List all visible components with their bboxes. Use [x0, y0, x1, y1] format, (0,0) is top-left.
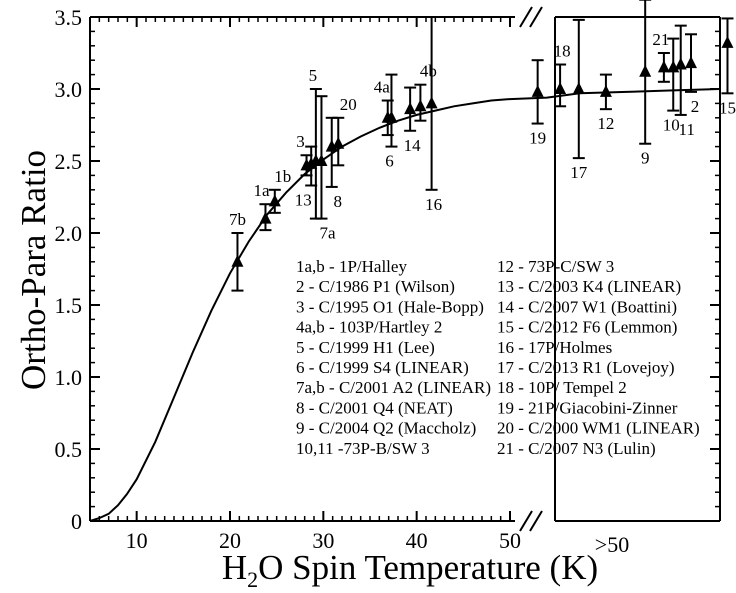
data-point-triangle	[639, 64, 652, 77]
data-point-label: 4b	[420, 62, 437, 81]
axis-break-mark	[519, 6, 533, 28]
y-tick-label: 2.0	[55, 221, 83, 246]
y-tick-label: 1.5	[55, 293, 83, 318]
data-point-triangle	[721, 35, 734, 48]
data-point-label: 8	[333, 192, 342, 211]
x-tick-label: 50	[499, 528, 521, 553]
data-point-label: 1a	[253, 181, 270, 200]
data-point-label: 21	[652, 30, 669, 49]
x-break-label: >50	[595, 532, 629, 557]
axis-break-mark	[519, 510, 533, 532]
legend-entry-right: 17 - C/2013 R1 (Lovejoy)	[497, 358, 675, 377]
data-point-triangle	[572, 82, 585, 94]
data-point-label: 10	[663, 116, 680, 135]
legend-entry-left: 8 - C/2001 Q4 (NEAT)	[296, 398, 453, 417]
axis-break-mark	[529, 6, 543, 28]
data-point-label: 17	[570, 163, 588, 182]
data-point-label: 13	[295, 190, 312, 209]
data-point-label: 3	[296, 132, 305, 151]
legend-entry-right: 12 - 73P-C/SW 3	[497, 257, 614, 276]
y-tick-label: 0	[71, 509, 82, 534]
data-point-label: 4a	[374, 78, 391, 97]
data-point-triangle	[414, 99, 427, 112]
x-tick-label: 40	[406, 528, 428, 553]
data-point-triangle	[657, 60, 670, 73]
data-point-triangle	[268, 194, 281, 207]
legend-entry-right: 20 - C/2000 WM1 (LINEAR)	[497, 419, 700, 438]
data-point-label: 1b	[274, 167, 291, 186]
data-point-triangle	[554, 82, 567, 94]
data-point-label: 19	[529, 129, 546, 148]
legend-entry-left: 4a,b - 103P/Hartley 2	[296, 318, 442, 337]
data-point-triangle	[315, 154, 328, 166]
legend-entry-right: 15 - C/2012 F6 (Lemmon)	[497, 318, 677, 337]
legend-entry-right: 18 - 10P/ Tempel 2	[497, 378, 627, 397]
y-axis-label: Ortho-Para Ratio	[14, 149, 53, 391]
y-tick-label: 2.5	[55, 149, 83, 174]
data-point-label: 11	[679, 120, 695, 139]
legend-entry-right: 13 - C/2003 K4 (LINEAR)	[497, 277, 681, 296]
x-axis-label: H2O Spin Temperature (K)	[222, 548, 598, 593]
data-point-label: 6	[385, 152, 394, 171]
legend-entry-right: 21 - C/2007 N3 (Lulin)	[497, 439, 656, 458]
data-point-label: 14	[404, 136, 422, 155]
legend-entry-left: 1a,b - 1P/Halley	[296, 257, 407, 276]
axis-break-mark	[529, 510, 543, 532]
data-point-label: 7b	[229, 210, 246, 229]
x-axis-label-sub: 2	[247, 567, 259, 592]
data-point-label: 7a	[319, 224, 336, 243]
data-point-label: 16	[425, 195, 442, 214]
legend-entry-right: 14 - C/2007 W1 (Boattini)	[497, 297, 677, 316]
legend-entry-left: 3 - C/1995 O1 (Hale-Bopp)	[296, 297, 484, 316]
x-axis-label-rest: O Spin Temperature (K)	[258, 548, 599, 587]
data-point-triangle	[231, 254, 244, 267]
data-point-label: 18	[554, 42, 571, 61]
legend-entry-left: 5 - C/1999 H1 (Lee)	[296, 338, 435, 357]
data-point-triangle	[599, 84, 612, 97]
data-point-label: 2	[691, 97, 700, 116]
data-point-label: 9	[641, 149, 650, 168]
legend-entry-left: 6 - C/1999 S4 (LINEAR)	[296, 358, 469, 377]
legend-entry-left: 2 - C/1986 P1 (Wilson)	[296, 277, 455, 296]
legend-entry-right: 19 - 21P/Giacobini-Zinner	[497, 398, 678, 417]
legend-entry-left: 10,11 -73P-B/SW 3	[296, 439, 430, 458]
legend-entry-left: 7a,b - C/2001 A2 (LINEAR)	[296, 378, 491, 397]
x-axis-label-h: H	[221, 548, 248, 587]
data-point-triangle	[685, 56, 698, 69]
data-point-label: 12	[597, 114, 614, 133]
y-tick-label: 3.0	[55, 77, 83, 102]
legend-entry-left: 9 - C/2004 Q2 (Maccholz)	[296, 419, 476, 438]
chart-plot: 00.51.01.52.02.53.03.510 20 30 40 50 >507b1a1…	[55, 0, 736, 557]
data-point-triangle	[425, 96, 438, 109]
data-point-triangle	[332, 136, 345, 149]
data-point-label: 5	[309, 66, 318, 85]
data-point-triangle	[404, 102, 417, 115]
x-tick-label: 10	[126, 528, 148, 553]
y-tick-label: 1.0	[55, 365, 83, 390]
y-tick-label: 0.5	[55, 437, 83, 462]
data-point-triangle	[385, 110, 398, 123]
data-point-triangle	[259, 211, 272, 224]
y-tick-label: 3.5	[55, 5, 83, 30]
data-point-triangle	[674, 57, 687, 70]
data-point-label: 15	[719, 98, 736, 117]
legend-entry-right: 16 - 17P/Holmes	[497, 338, 612, 357]
x-tick-label: 20	[219, 528, 241, 553]
x-tick-label: 30	[312, 528, 334, 553]
data-point-triangle	[531, 84, 544, 97]
data-point-label: 20	[340, 95, 357, 114]
